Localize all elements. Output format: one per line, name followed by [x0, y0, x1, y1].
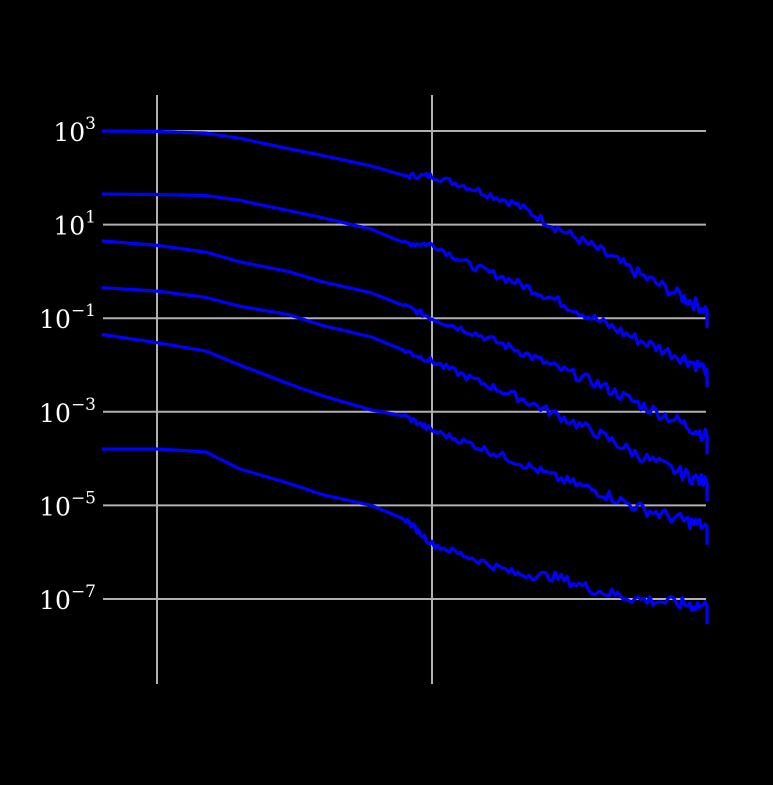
y-tick-base: 10 [53, 118, 85, 147]
line-series-5 [101, 332, 709, 545]
line-series-2 [101, 192, 709, 388]
y-tick-label: 10−3 [39, 395, 96, 428]
y-tick-exponent: −3 [71, 395, 96, 415]
line-series-3 [101, 239, 709, 455]
y-tick-base: 10 [53, 212, 85, 241]
y-tick-base: 10 [39, 399, 71, 428]
y-tick-exponent: 3 [85, 114, 96, 134]
y-tick-exponent: −5 [71, 488, 96, 508]
grid-lines [103, 95, 706, 684]
y-tick-exponent: −1 [71, 301, 96, 321]
y-tick-label: 101 [53, 208, 96, 241]
y-tick-base: 10 [39, 305, 71, 334]
line-series-4 [101, 286, 709, 502]
y-tick-label: 103 [53, 114, 96, 147]
plot-series [101, 129, 709, 625]
y-tick-exponent: 1 [85, 208, 96, 228]
y-tick-base: 10 [39, 492, 71, 521]
line-series-1 [101, 129, 709, 328]
y-tick-base: 10 [39, 586, 71, 615]
y-tick-label: 10−1 [39, 301, 96, 334]
y-tick-label: 10−7 [39, 582, 96, 615]
y-tick-label: 10−5 [39, 488, 96, 521]
line-series-6 [101, 447, 709, 625]
y-tick-exponent: −7 [71, 582, 96, 602]
